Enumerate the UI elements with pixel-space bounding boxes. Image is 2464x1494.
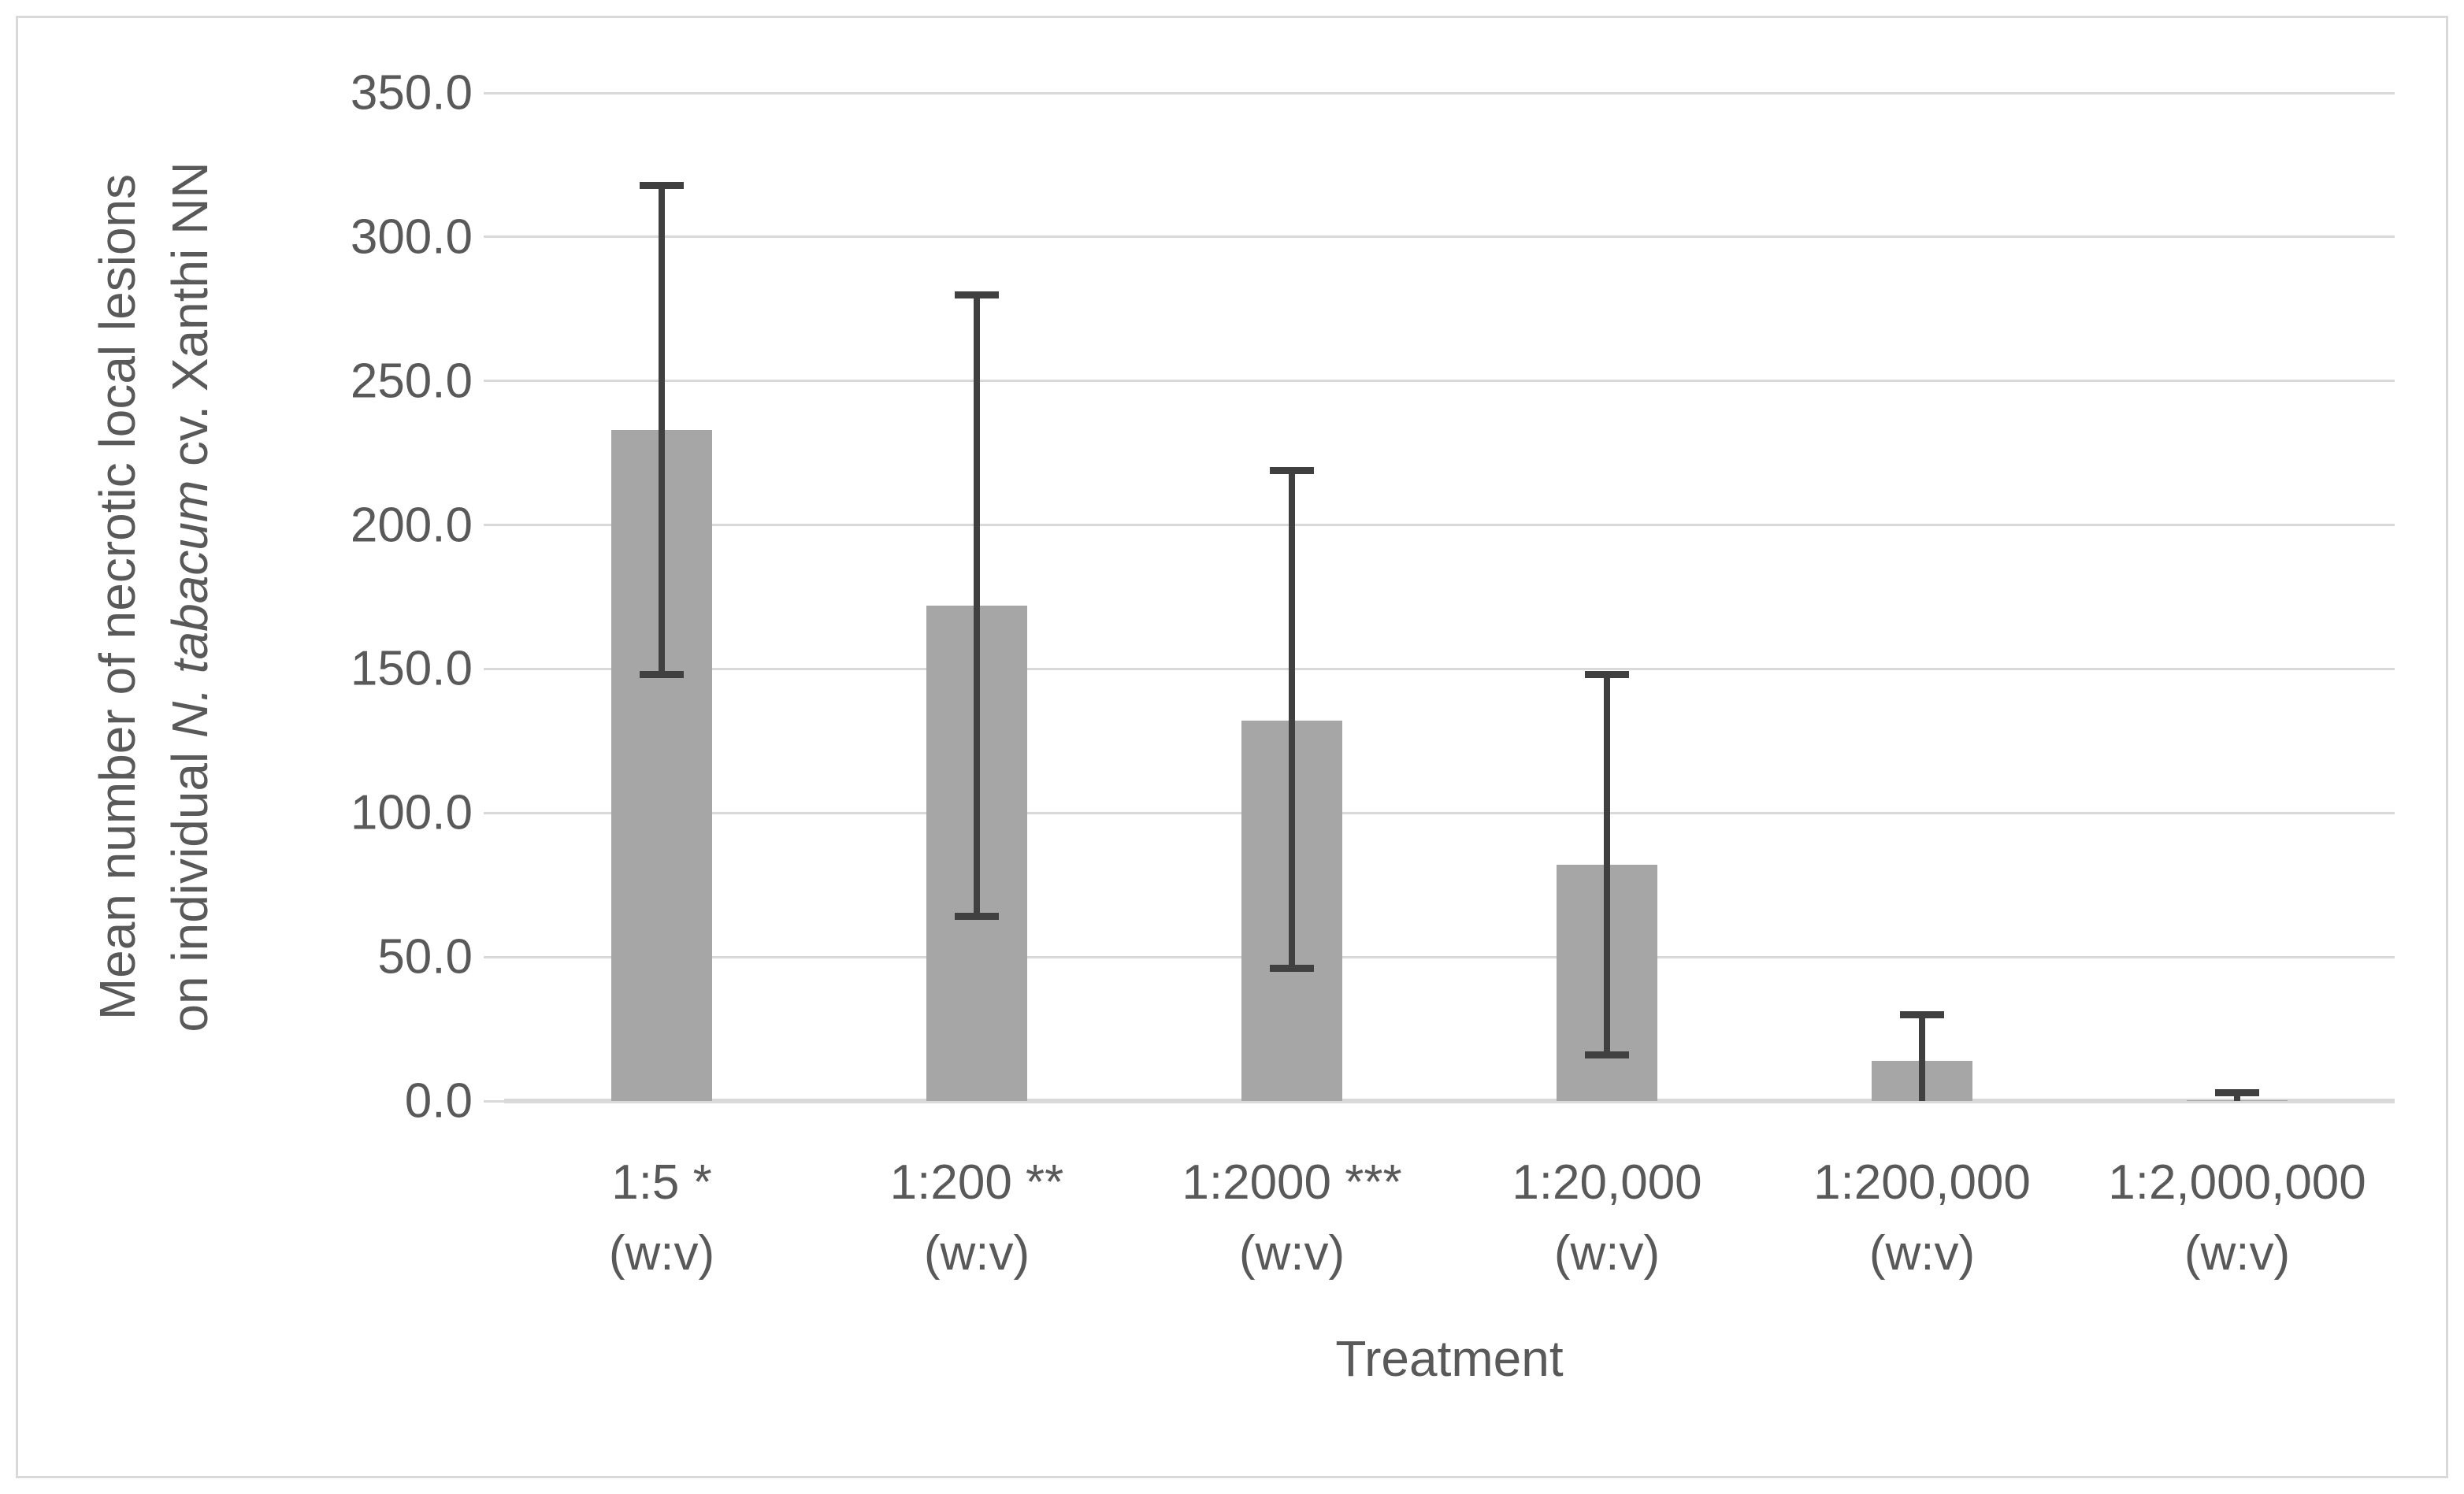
error-bar-cap-top: [2215, 1088, 2259, 1096]
y-tick-label-300.0: 300.0: [350, 209, 473, 265]
x-tick-label-line1: 1:2,000,000: [2108, 1155, 2366, 1210]
error-bar-cap-top: [1585, 671, 1629, 679]
y-tick-label-350.0: 350.0: [350, 65, 473, 120]
gridline-250.0: [504, 380, 2395, 383]
error-bar-cap-bottom: [640, 671, 684, 679]
error-bar-cap-bottom: [1270, 965, 1314, 973]
error-bar-cap-bottom: [955, 913, 999, 921]
y-axis-tick: [484, 380, 504, 383]
error-bar-cap-top: [955, 291, 999, 298]
gridline-350.0: [504, 91, 2395, 95]
y-axis-tick: [484, 811, 504, 814]
x-tick-label-line1: 1:2000 ***: [1182, 1155, 1402, 1210]
plot-area: [484, 91, 2395, 1103]
x-tick-label-line1: 1:20,000: [1512, 1155, 1702, 1210]
y-axis-tick: [484, 524, 504, 527]
error-bar-cap-top: [1900, 1010, 1944, 1018]
error-bar-line: [659, 185, 665, 675]
x-tick-label-line2: (w:v): [923, 1226, 1030, 1281]
y-tick-label-200.0: 200.0: [350, 498, 473, 553]
y-axis-tick: [484, 1099, 504, 1103]
y-tick-label-50.0: 50.0: [377, 929, 473, 984]
x-tick-label-line1: 1:5 *: [611, 1155, 712, 1210]
x-tick-label-line2: (w:v): [608, 1226, 715, 1281]
error-bar-cap-top: [1270, 466, 1314, 474]
x-tick-label-line1: 1:200 **: [889, 1155, 1064, 1210]
error-bar-line: [1919, 1014, 1925, 1101]
x-tick-label-line2: (w:v): [2184, 1226, 2291, 1281]
y-tick-label-0.0: 0.0: [404, 1073, 473, 1129]
x-tick-label-1:5 *: 1:5 * (w:v): [504, 1147, 819, 1289]
x-tick-label-1:20,000: 1:20,000 (w:v): [1449, 1147, 1765, 1289]
gridline-150.0: [504, 667, 2395, 670]
x-tick-label-1:200 **: 1:200 ** (w:v): [819, 1147, 1134, 1289]
x-axis-title: Treatment: [1335, 1330, 1564, 1387]
x-tick-label-1:2000 ***: 1:2000 *** (w:v): [1134, 1147, 1449, 1289]
x-tick-label-line1: 1:200,000: [1813, 1155, 2031, 1210]
error-bar-line: [2234, 1092, 2240, 1101]
x-axis-tick-labels: 1:5 * (w:v) 1:200 ** (w:v) 1:2000 *** (w:v) 1:…: [504, 1147, 2395, 1289]
error-bar-line: [974, 295, 980, 917]
error-bar-cap-bottom: [1585, 1051, 1629, 1058]
gridline-300.0: [504, 235, 2395, 239]
y-tick-label-100.0: 100.0: [350, 785, 473, 840]
y-tick-label-150.0: 150.0: [350, 641, 473, 696]
x-tick-label-line2: (w:v): [1238, 1226, 1345, 1281]
y-axis-tick: [484, 667, 504, 670]
x-tick-label-line2: (w:v): [1868, 1226, 1976, 1281]
y-axis-tick: [484, 91, 504, 95]
gridline-50.0: [504, 955, 2395, 958]
x-tick-label-1:2,000,000: 1:2,000,000 (w:v): [2080, 1147, 2395, 1289]
error-bar-line: [1289, 470, 1295, 969]
x-tick-label-line2: (w:v): [1553, 1226, 1661, 1281]
x-tick-label-1:200,000: 1:200,000 (w:v): [1765, 1147, 2080, 1289]
chart-frame-border: [16, 16, 2448, 1478]
y-axis-tick: [484, 235, 504, 239]
gridline-100.0: [504, 811, 2395, 814]
error-bar-line: [1604, 674, 1610, 1055]
y-axis-tick: [484, 955, 504, 958]
x-axis-line: [504, 1099, 2395, 1103]
gridline-200.0: [504, 524, 2395, 527]
error-bar-cap-top: [640, 181, 684, 189]
y-tick-label-250.0: 250.0: [350, 354, 473, 409]
y-axis-tick-labels: 0.0 50.0 100.0 150.0 200.0 250.0 300.0 350.0: [0, 66, 481, 1129]
